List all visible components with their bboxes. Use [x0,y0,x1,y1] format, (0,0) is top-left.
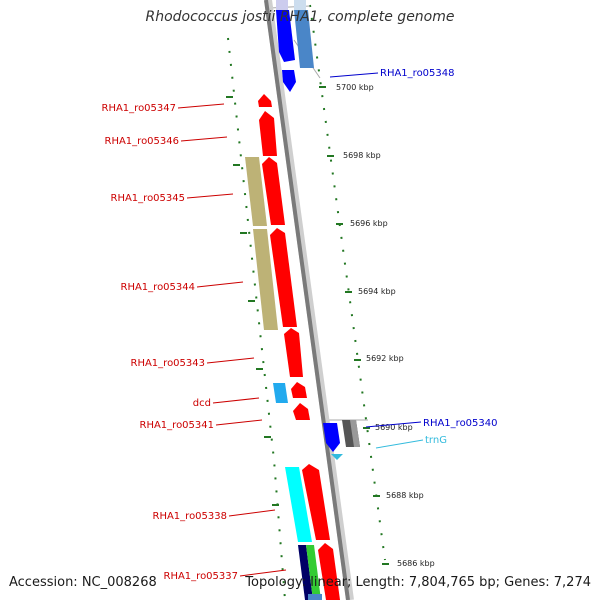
accession-text: Accession: NC_008268 [9,575,157,590]
gene-red-ro05346 [259,111,277,156]
gene-cyan-ro05338 [285,467,312,542]
gene-blue-top-2 [282,70,296,92]
gene-label-ro05347: RHA1_ro05347 [102,103,177,114]
leader-ro05337 [239,569,287,577]
leader-ro05344 [196,281,244,288]
left-tick-2 [233,164,240,166]
scale-label-5690: 5690 kbp [375,423,413,432]
leader-dcd [212,397,260,404]
backbone [264,0,350,601]
gene-label-dcd: dcd [193,398,211,409]
top-faded-block-left [276,0,288,10]
gene-label-ro05338: RHA1_ro05338 [153,511,228,522]
scale-tick-5694 [345,291,352,293]
gene-skyblue-dcd [273,383,288,403]
left-tick-1 [226,96,233,98]
scale-tick-5700 [319,86,326,88]
leader-ro05346 [180,136,228,142]
left-tick-4 [248,300,255,302]
scale-tick-marks [226,86,389,565]
gene-red-ro05337 [318,543,340,600]
scale-tick-5692 [354,359,361,361]
gene-red-ro05344 [270,228,297,327]
gene-gray-block-light [350,420,360,447]
gene-label-ro05344: RHA1_ro05344 [121,282,196,293]
scale-label-5692: 5692 kbp [366,354,404,363]
gene-blue-top-1 [276,10,295,62]
gene-label-ro05348: RHA1_ro05348 [380,68,455,79]
gene-green-ro05337 [306,545,321,600]
gene-label-ro05343: RHA1_ro05343 [131,358,206,369]
left-tick-3 [240,232,247,234]
gene-red-ro05347 [258,94,272,107]
leader-ro05343 [206,357,255,364]
gene-label-ro05341: RHA1_ro05341 [140,420,215,431]
leader-ro05338 [228,509,276,517]
scale-tick-5698 [327,155,334,157]
leader-ro05341 [215,419,263,426]
top-faded-block-right [294,0,306,10]
khaki-block-2 [253,229,278,330]
gene-blue-ro05340 [323,423,340,452]
gene-steel-bottom [308,594,322,600]
scale-label-5696: 5696 kbp [350,219,388,228]
gene-label-ro05340: RHA1_ro05340 [423,418,498,429]
leader-trnG [375,439,424,449]
scale-tick-5690 [363,427,370,429]
genome-summary-text: Topology: linear; Length: 7,804,765 bp; … [245,575,591,590]
scale-tick-5688 [373,495,380,497]
gene-label-ro05345: RHA1_ro05345 [111,193,186,204]
gene-red-ro05345 [262,157,285,225]
leader-ro05345 [186,193,234,199]
leader-ro05340 [365,421,422,428]
left-tick-5 [256,368,263,370]
gene-navy-ro05337 [298,545,313,600]
scale-label-5694: 5694 kbp [358,287,396,296]
gene-label-trnG: trnG [425,435,447,446]
scale-label-5688: 5688 kbp [386,491,424,500]
scale-label-5698: 5698 kbp [343,151,381,160]
gene-red-ro05341 [293,403,310,420]
scale-label-5700: 5700 kbp [336,83,374,92]
gene-label-ro05346: RHA1_ro05346 [105,136,180,147]
gene-label-ro05337: RHA1_ro05337 [164,571,239,582]
gene-red-dcd [291,382,307,398]
khaki-block-1 [245,157,267,226]
gene-red-ro05338 [302,464,330,540]
leader-ro05347 [177,103,225,109]
scale-tick-5686 [382,563,389,565]
scale-tick-5696 [336,223,343,225]
leader-ro05348 [329,72,379,78]
left-tick-7 [272,504,279,506]
gene-red-ro05343 [284,328,303,377]
trna-trnG-marker [331,454,343,460]
left-tick-6 [264,436,271,438]
scale-label-5686: 5686 kbp [397,559,435,568]
genome-title: Rhodococcus jostii RHA1, complete genome [145,9,455,25]
gene-steelblue-top [294,10,314,68]
